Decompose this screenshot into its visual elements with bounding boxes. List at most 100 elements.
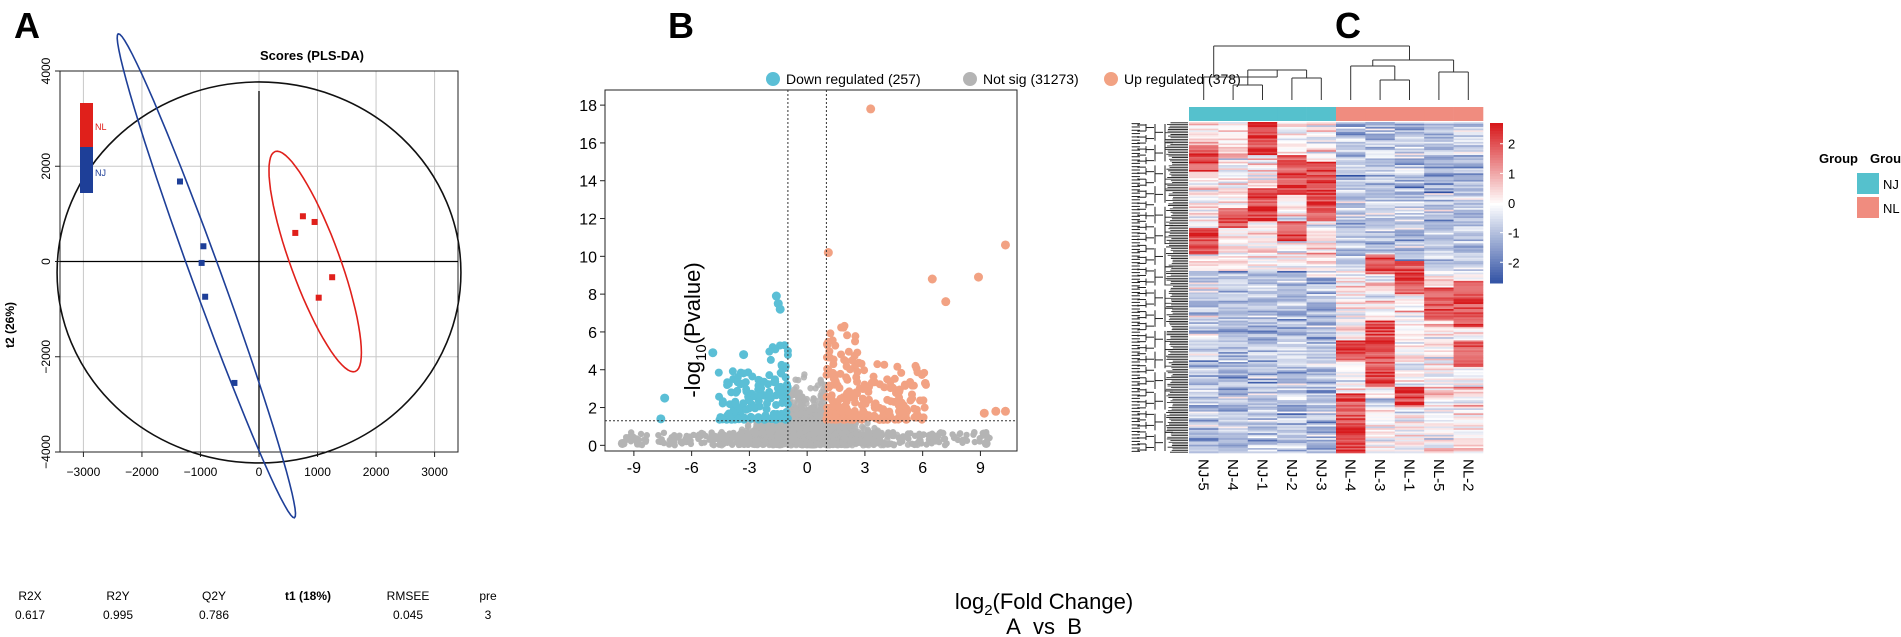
- heatmap-cell: [1306, 352, 1337, 355]
- heatmap-cell: [1247, 178, 1278, 181]
- volcano-point-down: [714, 368, 723, 377]
- heatmap-cell: [1306, 390, 1337, 393]
- heatmap-cell: [1247, 441, 1278, 444]
- heatmap-cell: [1218, 221, 1249, 224]
- heatmap-cell: [1189, 424, 1219, 427]
- heatmap-cell: [1394, 214, 1425, 217]
- heatmap-cell: [1453, 247, 1484, 250]
- heatmap-cell: [1365, 439, 1396, 442]
- heatmap-cell: [1247, 146, 1278, 149]
- heatmap-cell: [1247, 363, 1278, 366]
- heatmap-cell: [1247, 188, 1278, 191]
- heatmap-cell: [1336, 300, 1366, 303]
- heatmap-cell: [1424, 309, 1454, 311]
- heatmap-cell: [1306, 145, 1337, 148]
- heatmap-cell: [1306, 279, 1337, 282]
- heatmap-cell: [1424, 222, 1454, 225]
- heatmap-cell: [1453, 214, 1484, 217]
- y-tick-label: 4: [588, 363, 597, 380]
- heatmap-cell: [1218, 338, 1249, 341]
- heatmap-cell: [1218, 418, 1249, 421]
- volcano-point-notsig: [792, 424, 799, 431]
- heatmap-cell: [1424, 395, 1454, 398]
- heatmap-cell: [1453, 357, 1484, 359]
- heatmap-cell: [1247, 239, 1278, 242]
- heatmap-cell: [1336, 408, 1366, 411]
- heatmap-cell: [1365, 126, 1396, 129]
- heatmap-cell: [1453, 282, 1484, 285]
- heatmap-cell: [1394, 186, 1425, 189]
- heatmap-cell: [1365, 135, 1396, 138]
- heatmap-cell: [1277, 161, 1307, 164]
- heatmap-cell: [1365, 299, 1396, 302]
- heatmap-cell: [1365, 320, 1396, 323]
- heatmap-cell: [1336, 217, 1366, 220]
- heatmap-cell: [1306, 338, 1337, 341]
- x-tick-label: 9: [976, 460, 985, 477]
- heatmap-cell: [1277, 408, 1307, 411]
- heatmap-cell: [1365, 290, 1396, 293]
- heatmap-cell: [1453, 299, 1484, 302]
- heatmap-cell: [1277, 323, 1307, 326]
- heatmap-cell: [1189, 343, 1219, 346]
- plot-frame: [604, 89, 1018, 452]
- heatmap-cell: [1453, 125, 1484, 128]
- legend-dot-down: [766, 72, 780, 86]
- heatmap-cell: [1218, 176, 1249, 179]
- heatmap-cell: [1365, 222, 1396, 225]
- heatmap-cell: [1394, 174, 1425, 177]
- heatmap-cell: [1247, 246, 1278, 249]
- heatmap-cell: [1365, 434, 1396, 437]
- heatmap-cell: [1424, 391, 1454, 394]
- heatmap-cell: [1189, 165, 1219, 167]
- heatmap-cell: [1247, 201, 1278, 204]
- volcano-point-down: [782, 408, 791, 417]
- heatmap-cell: [1365, 160, 1396, 163]
- heatmap-cell: [1277, 348, 1307, 351]
- y-tick-label: 12: [579, 212, 597, 229]
- heatmap-cell: [1189, 168, 1219, 171]
- heatmap-cell: [1277, 257, 1307, 260]
- heatmap-cell: [1453, 366, 1484, 369]
- heatmap-cell: [1306, 136, 1337, 139]
- heatmap-cell: [1394, 237, 1425, 240]
- heatmap-cell: [1453, 388, 1484, 391]
- heatmap-cell: [1424, 191, 1454, 194]
- heatmap-cell: [1218, 227, 1249, 230]
- heatmap-cell: [1336, 249, 1366, 252]
- heatmap-cell: [1453, 340, 1484, 343]
- heatmap-cell: [1277, 338, 1307, 341]
- volcano-point-notsig: [917, 437, 924, 444]
- heatmap-cell: [1394, 194, 1425, 197]
- heatmap-cell: [1365, 448, 1396, 450]
- volcano-point-notsig: [823, 425, 830, 432]
- score-point-nj: [202, 293, 209, 300]
- heatmap-cell: [1189, 231, 1219, 234]
- heatmap-cell: [1218, 355, 1249, 358]
- heatmap-cell: [1306, 249, 1337, 252]
- heatmap-cell: [1453, 360, 1484, 363]
- heatmap-cell: [1306, 246, 1337, 249]
- heatmap-cell: [1218, 257, 1249, 260]
- heatmap-cell: [1277, 315, 1307, 318]
- heatmap-cell: [1394, 123, 1425, 126]
- heatmap-cell: [1218, 259, 1249, 262]
- heatmap-cell: [1189, 257, 1219, 260]
- heatmap-cell: [1365, 282, 1396, 285]
- heatmap-cell: [1306, 416, 1337, 419]
- heatmap-cell: [1365, 343, 1396, 346]
- heatmap-cell: [1306, 158, 1337, 161]
- heatmap-cell: [1247, 361, 1278, 364]
- heatmap-cell: [1453, 206, 1484, 209]
- heatmap-cell: [1424, 345, 1454, 348]
- heatmap-cell: [1453, 381, 1484, 384]
- heatmap-cell: [1277, 290, 1307, 293]
- heatmap-cell: [1189, 213, 1219, 215]
- heatmap-cell: [1365, 287, 1396, 290]
- heatmap-cell: [1453, 148, 1484, 151]
- heatmap-cell: [1189, 313, 1219, 316]
- heatmap-cell: [1365, 146, 1396, 149]
- heatmap-cell: [1394, 345, 1425, 348]
- heatmap-cell: [1336, 401, 1366, 404]
- heatmap-cell: [1453, 143, 1484, 146]
